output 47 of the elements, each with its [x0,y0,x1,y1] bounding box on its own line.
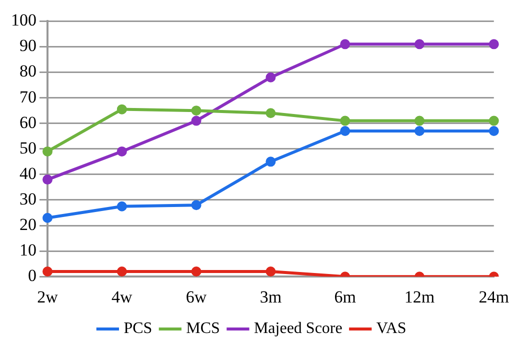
point [116,146,127,156]
y-tick-label: 70 [20,87,36,106]
y-tick-label: 40 [20,164,36,183]
x-tick-label: 12m [404,287,435,306]
y-tick-label: 50 [20,138,36,158]
y-tick-label: 20 [20,214,36,234]
point [42,174,52,185]
point [414,116,424,126]
y-tick-label: 0 [28,266,36,286]
point [266,156,276,167]
y-tick-label: 10 [20,240,36,260]
point [42,266,52,276]
point [42,146,52,156]
point [116,201,127,212]
point [42,212,52,223]
x-tick-label: 4w [112,287,134,306]
point [266,72,276,82]
point [340,116,350,126]
x-tick-label: 6m [334,287,356,306]
point [414,39,424,50]
point [340,126,350,136]
legend-label: Majeed Score [254,320,342,338]
y-tick-label: 30 [20,189,36,208]
point [191,116,202,126]
point [488,126,499,136]
point [340,39,350,50]
point [116,266,127,276]
y-tick-label: 90 [20,36,36,56]
x-tick-label: 3m [260,287,282,306]
point [116,104,127,114]
y-tick-label: 60 [20,112,36,132]
x-tick-label: 6w [186,287,208,306]
point [414,126,424,136]
y-tick-label: 80 [20,62,36,81]
point [488,39,499,50]
legend-label: PCS [124,320,152,338]
x-tick-label: 2w [37,287,59,306]
point [191,266,202,276]
point [191,106,202,116]
x-tick-label: 24m [478,287,510,306]
point [191,200,202,210]
point [488,116,499,126]
point [266,108,276,118]
legend-label: MCS [186,320,220,338]
legend-label: VAS [376,320,406,338]
point [266,266,276,276]
y-tick-label: 100 [11,10,36,30]
